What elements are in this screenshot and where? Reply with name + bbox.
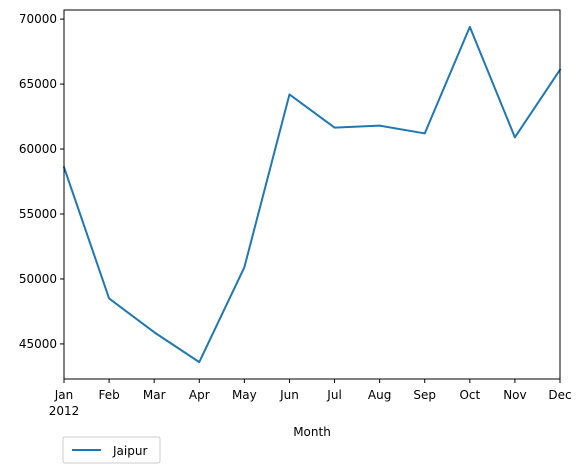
plot-frame [63,9,561,380]
y-tick-label: 65000 [19,77,57,91]
x-tick-label: Dec [548,388,571,402]
x-tick-label: Jan [54,388,74,402]
x-tick-label: Apr [189,388,210,402]
series-line-jaipur [62,25,562,364]
x-tick-label: Jun [279,388,299,402]
plot-area: 45000 50000 55000 60000 65000 70000 Jan Feb Mar A… [19,9,572,418]
y-tick-label: 60000 [19,142,57,156]
y-tick-label: 70000 [19,12,57,26]
x-tick-label: Sep [413,388,436,402]
legend-box [62,436,161,464]
x-tick-label: Oct [459,388,480,402]
legend: Jaipur [62,436,161,464]
x-tick-label: Jul [326,388,341,402]
x-tick-year-label: 2012 [49,404,80,418]
x-tick-label: Aug [368,388,391,402]
y-tick-label: 55000 [19,207,57,221]
x-tick-label: Feb [98,388,119,402]
legend-label-jaipur: Jaipur [112,444,147,458]
x-tick-label: May [232,388,257,402]
x-axis-label: Month [293,425,331,439]
x-tick-label: Mar [143,388,166,402]
x-tick-label: Nov [503,388,526,402]
y-tick-label: 50000 [19,272,57,286]
y-tick-label: 45000 [19,337,57,351]
